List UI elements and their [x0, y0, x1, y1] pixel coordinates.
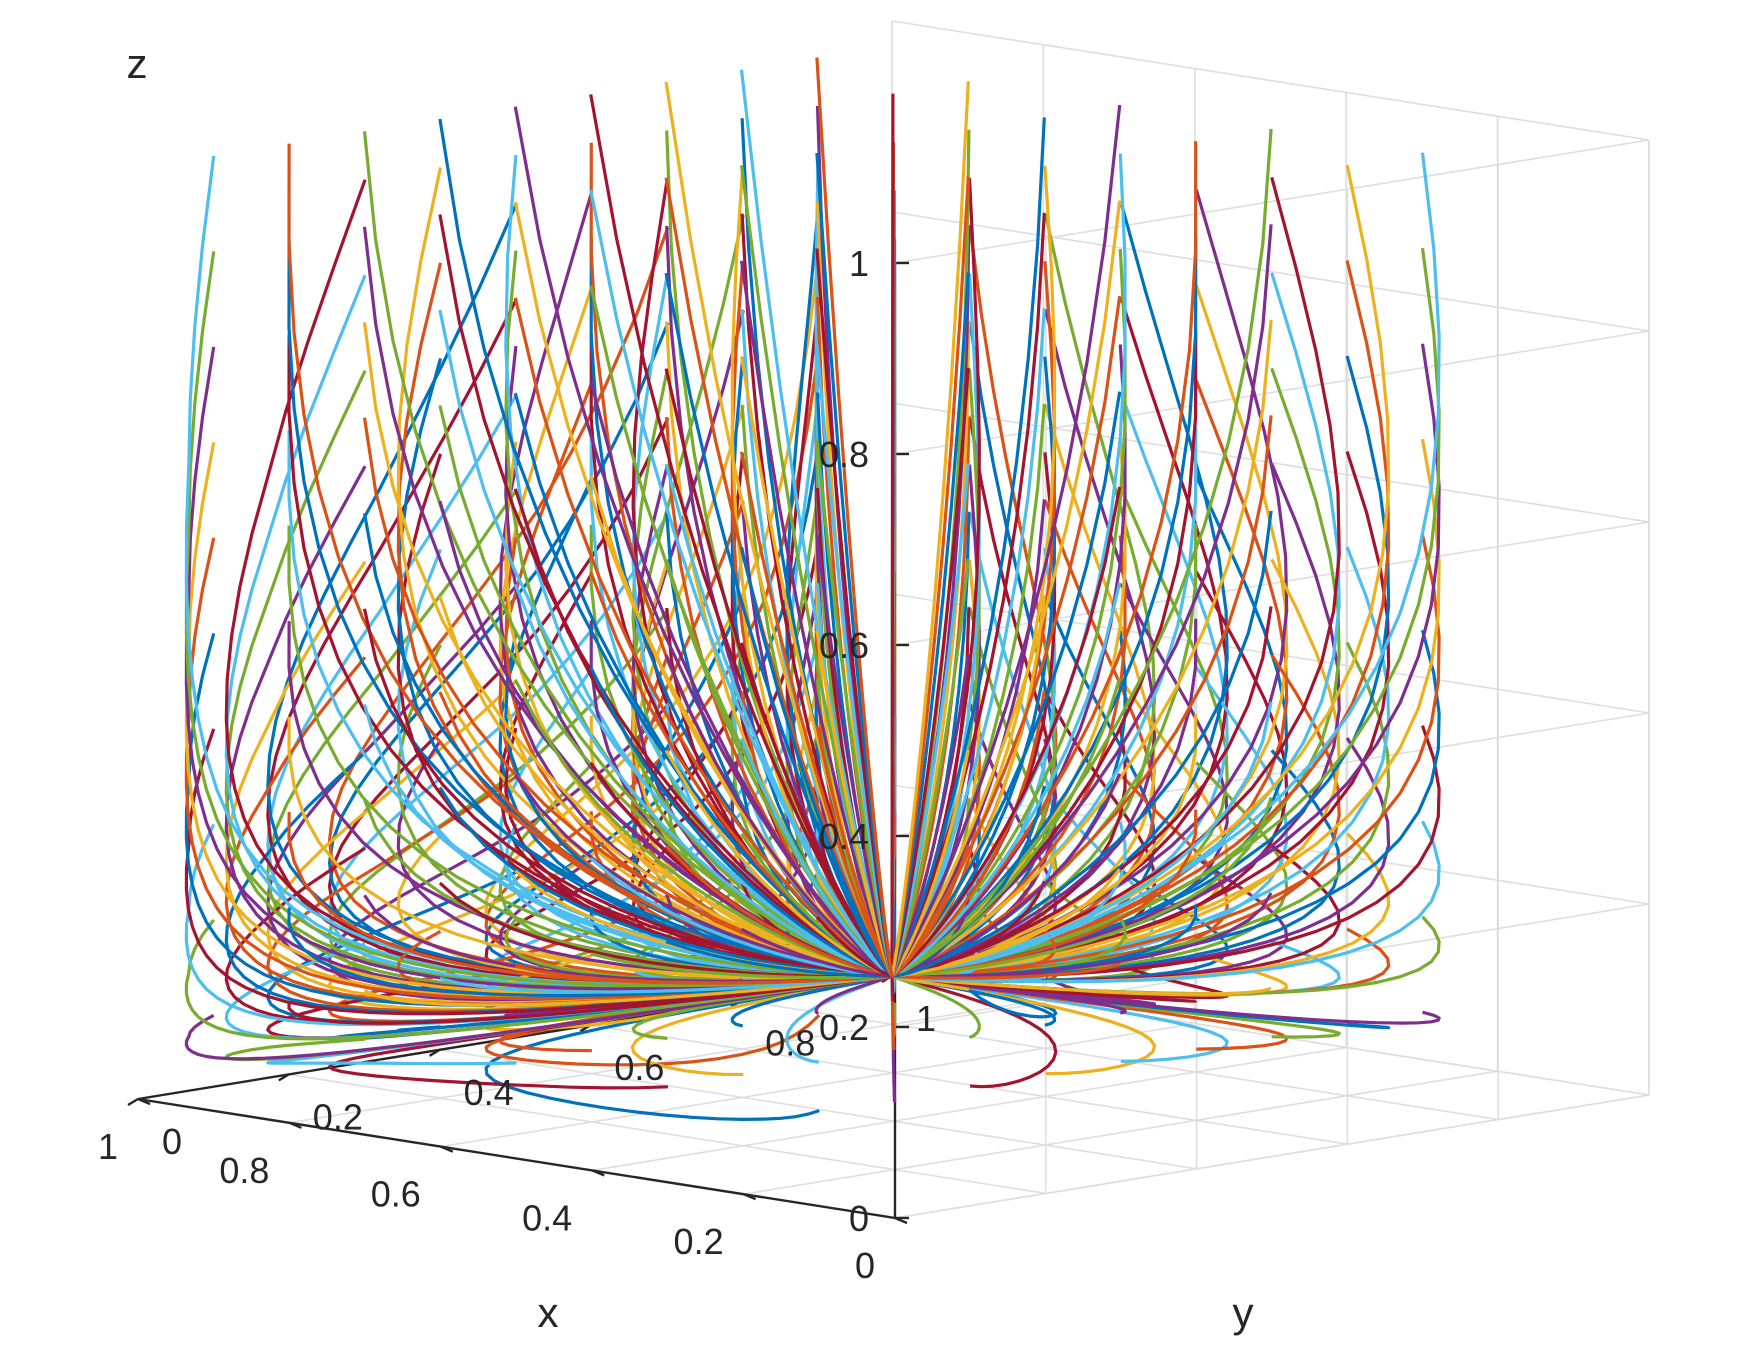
gridline [894, 139, 1650, 264]
gridline [891, 20, 1650, 141]
gridline [439, 1049, 1197, 1170]
x-tick-mark [288, 1121, 302, 1129]
y-tick-label: 0.2 [313, 1096, 363, 1137]
gridline [592, 1046, 1347, 1172]
trajectory-line [890, 974, 896, 1002]
x-tick-mark [743, 1193, 757, 1201]
gridline [440, 1022, 1195, 1148]
gridline [894, 712, 1650, 837]
gridline [894, 330, 1650, 455]
trajectory-line [815, 57, 894, 978]
x-axis-label: x [538, 1289, 559, 1336]
x-tick-mark [894, 1216, 908, 1225]
z-tick-label: 0.4 [819, 816, 869, 857]
y-tick-label: 0.4 [464, 1072, 514, 1113]
gridline [288, 1073, 1046, 1195]
gridline [894, 521, 1650, 646]
y-axis-label: y [1233, 1289, 1254, 1336]
y-tick-label: 0.8 [765, 1023, 815, 1064]
y-tick-label: 1 [916, 998, 936, 1039]
x-tick-mark [137, 1097, 151, 1106]
x-tick-label: 0 [855, 1245, 875, 1286]
gridline [289, 999, 1044, 1124]
x-tick-mark [440, 1145, 454, 1153]
z-tick-label: 0.2 [819, 1007, 869, 1048]
gridline [590, 1024, 1348, 1145]
z-tick-label: 0.6 [819, 625, 869, 666]
gridline [741, 999, 1499, 1121]
z-tick-label: 0.8 [819, 434, 869, 475]
y-tick-mark [127, 1097, 139, 1107]
y-tick-label: 0 [162, 1121, 182, 1162]
y-tick-mark [278, 1073, 290, 1082]
x-tick-mark [591, 1169, 605, 1177]
series-layer [184, 57, 1441, 1121]
x-axis-line [137, 1097, 896, 1220]
label-layer: 0 0.2 0.4 0.6 0.8 1 0 0.2 0.4 0.6 0.8 1 0 0.2 0.4 0.6 0.… [98, 40, 1254, 1336]
x-tick-label: 0.6 [371, 1174, 421, 1215]
trajectory-line [890, 93, 895, 978]
gridline [743, 1070, 1498, 1195]
z-tick-label: 0 [849, 1198, 869, 1239]
y-tick-mark [428, 1048, 441, 1057]
y-tick-label: 0.6 [614, 1047, 664, 1088]
x-tick-label: 0.8 [219, 1150, 269, 1191]
x-tick-label: 0.4 [522, 1197, 572, 1238]
gridline [891, 211, 1650, 332]
z-axis-label: z [127, 40, 148, 87]
x-tick-label: 1 [98, 1126, 118, 1167]
x-tick-label: 0.2 [674, 1221, 724, 1262]
gridline [894, 1094, 1650, 1219]
z-tick-label: 1 [849, 243, 869, 284]
